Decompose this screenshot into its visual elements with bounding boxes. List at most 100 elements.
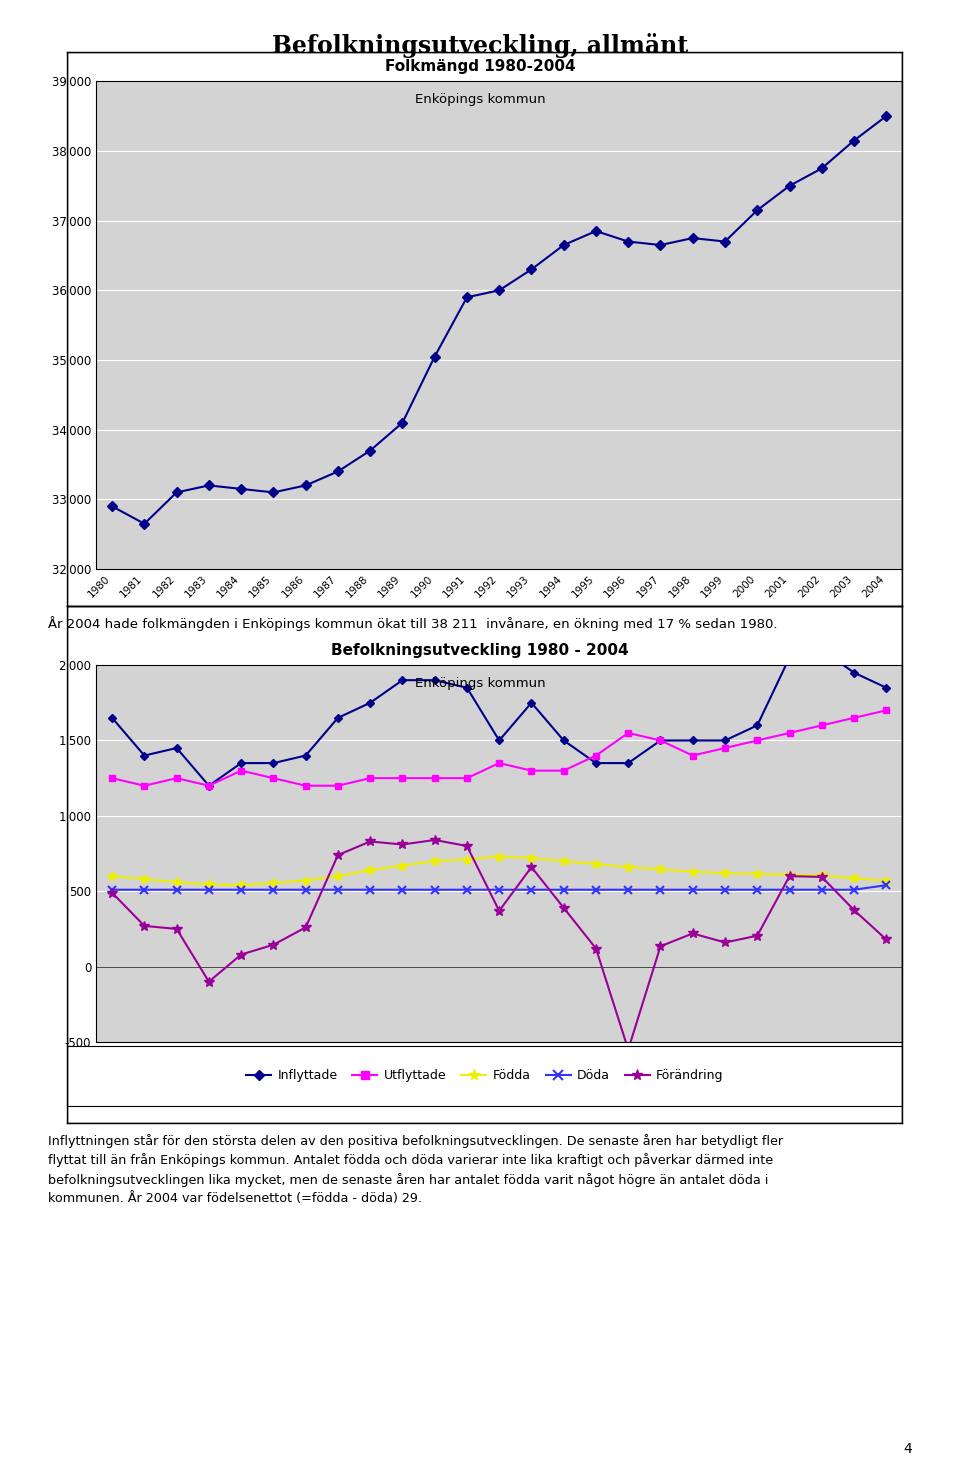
Text: Enköpings kommun: Enköpings kommun [415, 93, 545, 106]
Text: Befolkningsutveckling, allmänt: Befolkningsutveckling, allmänt [272, 33, 688, 58]
Inflyttade [783, 649, 795, 667]
Födda [204, 875, 215, 893]
Text: 4: 4 [903, 1443, 912, 1456]
Förändring [816, 868, 828, 885]
Döda [107, 881, 118, 899]
Födda [107, 868, 118, 885]
Förändring [558, 899, 569, 916]
Födda [558, 853, 569, 871]
Inflyttade [268, 754, 279, 772]
Förändring [493, 902, 505, 919]
Utflyttade [526, 761, 538, 779]
Döda [396, 881, 408, 899]
Födda [429, 853, 441, 871]
Födda [493, 848, 505, 866]
Döda [783, 881, 795, 899]
Utflyttade [752, 732, 763, 749]
Utflyttade [880, 702, 892, 720]
Födda [719, 865, 731, 882]
Förändring [268, 936, 279, 953]
Utflyttade [300, 777, 311, 795]
Förändring [204, 973, 215, 990]
Utflyttade [622, 724, 634, 742]
Utflyttade [138, 777, 150, 795]
Födda [590, 856, 602, 873]
Line: Döda: Döda [108, 881, 891, 894]
Döda [493, 881, 505, 899]
Text: Inflyttningen står för den största delen av den positiva befolkningsutvecklingen: Inflyttningen står för den största delen… [48, 1134, 783, 1205]
Line: Utflyttade: Utflyttade [108, 706, 890, 789]
Förändring [719, 934, 731, 952]
Födda [687, 863, 699, 881]
Inflyttade [396, 671, 408, 689]
Inflyttade [429, 671, 441, 689]
Döda [235, 881, 247, 899]
Inflyttade [204, 777, 215, 795]
Utflyttade [783, 724, 795, 742]
Text: Folkmängd 1980-2004: Folkmängd 1980-2004 [385, 59, 575, 74]
Döda [655, 881, 666, 899]
Utflyttade [655, 732, 666, 749]
Döda [752, 881, 763, 899]
Döda [590, 881, 602, 899]
Födda [268, 873, 279, 891]
Döda [429, 881, 441, 899]
Inflyttade [622, 754, 634, 772]
Utflyttade [365, 769, 376, 786]
Utflyttade [461, 769, 472, 786]
Förändring [461, 837, 472, 854]
Inflyttade [526, 693, 538, 711]
Utflyttade [396, 769, 408, 786]
Födda [300, 872, 311, 890]
Inflyttade [300, 746, 311, 764]
Text: Enköpings kommun: Enköpings kommun [415, 677, 545, 690]
Döda [171, 881, 182, 899]
Förändring [590, 940, 602, 958]
Inflyttade [816, 641, 828, 659]
Födda [332, 868, 344, 885]
Utflyttade [590, 746, 602, 764]
Döda [816, 881, 828, 899]
Förändring [655, 937, 666, 955]
Födda [171, 873, 182, 891]
Döda [622, 881, 634, 899]
Inflyttade [849, 664, 860, 681]
Text: Befolkningsutveckling 1980 - 2004: Befolkningsutveckling 1980 - 2004 [331, 643, 629, 658]
Födda [365, 862, 376, 879]
Line: Födda: Födda [108, 851, 891, 890]
Döda [558, 881, 569, 899]
Födda [655, 860, 666, 878]
Förändring [687, 925, 699, 943]
Födda [235, 876, 247, 894]
Inflyttade [332, 709, 344, 727]
Förändring [622, 1041, 634, 1058]
Utflyttade [816, 717, 828, 735]
Utflyttade [171, 769, 182, 786]
Förändring [396, 835, 408, 853]
Inflyttade [752, 717, 763, 735]
Inflyttade [719, 732, 731, 749]
Födda [816, 866, 828, 884]
Inflyttade [235, 754, 247, 772]
Inflyttade [138, 746, 150, 764]
Utflyttade [558, 761, 569, 779]
Inflyttade [687, 732, 699, 749]
Födda [622, 859, 634, 876]
Förändring [235, 946, 247, 964]
Födda [138, 871, 150, 888]
Utflyttade [235, 761, 247, 779]
Utflyttade [107, 769, 118, 786]
Utflyttade [204, 777, 215, 795]
Förändring [429, 831, 441, 848]
Döda [880, 876, 892, 894]
Döda [204, 881, 215, 899]
Utflyttade [429, 769, 441, 786]
Förändring [107, 884, 118, 902]
Utflyttade [332, 777, 344, 795]
Line: Förändring: Förändring [108, 835, 891, 1054]
Förändring [300, 918, 311, 936]
Förändring [332, 847, 344, 865]
Födda [461, 851, 472, 869]
Förändring [849, 902, 860, 919]
Inflyttade [655, 732, 666, 749]
